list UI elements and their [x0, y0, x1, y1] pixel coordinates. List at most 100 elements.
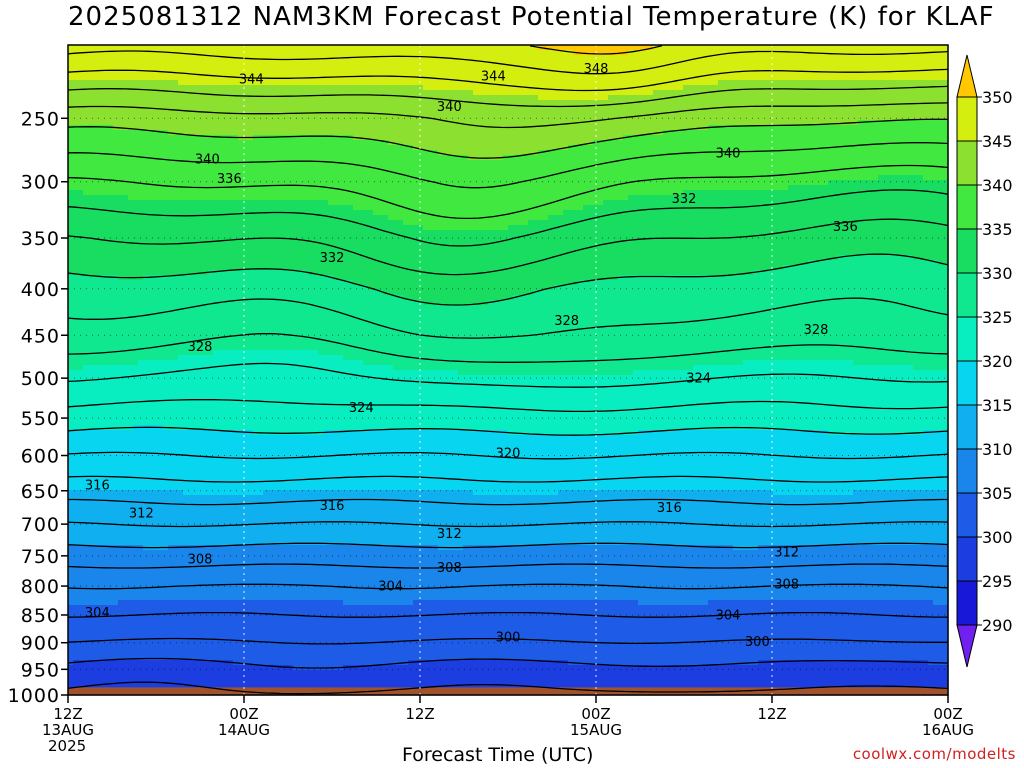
contour-fill-cell	[933, 90, 939, 96]
contour-fill-cell	[373, 150, 379, 156]
contour-fill-cell	[753, 155, 759, 161]
contour-fill-cell	[703, 165, 709, 171]
contour-fill-cell	[313, 45, 319, 51]
contour-fill-cell	[428, 110, 434, 116]
contour-fill-cell	[368, 100, 374, 106]
contour-fill-cell	[883, 110, 889, 116]
contour-fill-cell	[198, 100, 204, 106]
contour-fill-cell	[763, 95, 769, 101]
contour-fill-cell	[768, 65, 774, 71]
contour-fill-cell	[413, 150, 419, 156]
contour-fill-cell	[443, 45, 449, 51]
contour-fill-cell	[658, 180, 664, 186]
contour-fill-cell	[818, 125, 824, 131]
contour-fill-cell	[73, 100, 79, 106]
contour-fill-cell	[503, 135, 509, 141]
contour-fill-cell	[698, 60, 704, 66]
contour-fill-cell	[403, 130, 409, 136]
contour-fill-cell	[183, 165, 189, 171]
contour-fill-cell	[493, 140, 499, 146]
contour-fill-cell	[693, 70, 699, 76]
contour-fill-cell	[173, 80, 179, 86]
contour-fill-cell	[273, 145, 279, 151]
contour-fill-cell	[563, 155, 569, 161]
contour-fill-cell	[538, 55, 544, 61]
contour-fill-cell	[583, 80, 589, 86]
contour-fill-cell	[738, 60, 744, 66]
contour-fill-cell	[363, 140, 369, 146]
contour-fill-cell	[588, 125, 594, 131]
contour-fill-cell	[508, 145, 514, 151]
contour-fill-cell	[728, 80, 734, 86]
contour-fill-cell	[668, 105, 674, 111]
contour-fill-cell	[158, 145, 164, 151]
contour-fill-cell	[228, 75, 234, 81]
contour-fill-cell	[743, 100, 749, 106]
contour-fill-cell	[193, 125, 199, 131]
contour-fill-cell	[628, 145, 634, 151]
contour-fill-cell	[273, 65, 279, 71]
contour-fill-cell	[523, 60, 529, 66]
contour-fill-cell	[798, 165, 804, 171]
contour-fill-cell	[808, 65, 814, 71]
contour-fill-cell	[903, 50, 909, 56]
contour-fill-cell	[388, 100, 394, 106]
contour-fill-cell	[768, 95, 774, 101]
contour-fill-cell	[253, 145, 259, 151]
contour-fill-cell	[148, 75, 154, 81]
contour-fill-cell	[863, 120, 869, 126]
contour-fill-cell	[628, 80, 634, 86]
contour-fill-cell	[643, 145, 649, 151]
contour-fill-cell	[208, 180, 214, 186]
contour-fill-cell	[318, 85, 324, 91]
contour-fill-cell	[903, 170, 909, 176]
contour-fill-cell	[153, 175, 159, 181]
contour-fill-cell	[663, 50, 669, 56]
contour-fill-cell	[808, 155, 814, 161]
contour-fill-cell	[73, 145, 79, 151]
contour-fill-cell	[183, 150, 189, 156]
contour-fill-cell	[893, 105, 899, 111]
contour-fill-cell	[553, 125, 559, 131]
contour-fill-cell	[518, 100, 524, 106]
contour-fill-cell	[403, 75, 409, 81]
contour-fill-cell	[228, 70, 234, 76]
contour-fill-cell	[303, 155, 309, 161]
contour-fill-cell	[668, 135, 674, 141]
contour-fill-cell	[228, 145, 234, 151]
contour-fill-cell	[818, 165, 824, 171]
contour-fill-cell	[613, 45, 619, 51]
contour-fill-cell	[128, 125, 134, 131]
contour-fill-cell	[663, 145, 669, 151]
contour-fill-cell	[128, 55, 134, 61]
contour-fill-cell	[353, 45, 359, 51]
contour-fill-cell	[303, 145, 309, 151]
contour-fill-cell	[928, 155, 934, 161]
contour-fill-cell	[723, 130, 729, 136]
contour-fill-cell	[278, 105, 284, 111]
contour-fill-cell	[563, 45, 569, 51]
contour-fill-cell	[133, 90, 139, 96]
contour-fill-cell	[323, 160, 329, 166]
contour-fill-cell	[123, 170, 129, 176]
contour-fill-cell	[933, 75, 939, 81]
contour-fill-cell	[263, 105, 269, 111]
contour-fill-cell	[533, 110, 539, 116]
contour-fill-cell	[143, 90, 149, 96]
contour-fill-cell	[678, 145, 684, 151]
contour-fill-cell	[918, 155, 924, 161]
contour-fill-cell	[623, 75, 629, 81]
contour-fill-cell	[338, 135, 344, 141]
contour-fill-cell	[98, 135, 104, 141]
contour-fill-cell	[513, 45, 519, 51]
contour-fill-cell	[933, 95, 939, 101]
contour-fill-cell	[773, 145, 779, 151]
contour-fill-cell	[538, 95, 544, 101]
contour-fill-cell	[353, 80, 359, 86]
contour-fill-cell	[438, 160, 444, 166]
contour-fill-cell	[128, 160, 134, 166]
contour-fill-cell	[313, 70, 319, 76]
contour-fill-cell	[743, 110, 749, 116]
contour-fill-cell	[838, 90, 844, 96]
contour-fill-cell	[813, 150, 819, 156]
